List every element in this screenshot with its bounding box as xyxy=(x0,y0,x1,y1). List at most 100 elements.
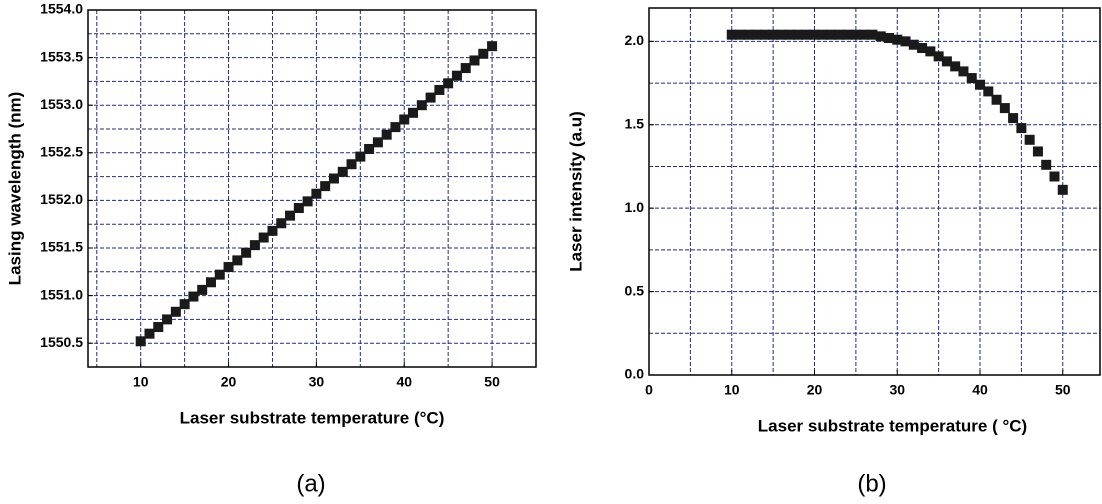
marker xyxy=(883,33,894,44)
marker xyxy=(434,84,445,95)
marker xyxy=(751,29,762,40)
marker xyxy=(337,166,348,177)
marker xyxy=(232,255,243,266)
marker xyxy=(759,29,770,40)
y-tick-label: 0.5 xyxy=(625,282,645,298)
marker xyxy=(784,29,795,40)
marker xyxy=(850,29,861,40)
marker xyxy=(205,277,216,288)
marker xyxy=(188,291,199,302)
marker xyxy=(179,299,190,310)
marker xyxy=(941,56,952,67)
y-tick-label: 1.5 xyxy=(625,115,645,131)
marker xyxy=(950,61,961,72)
marker xyxy=(999,103,1010,114)
marker xyxy=(826,29,837,40)
x-tick-label: 50 xyxy=(484,374,500,390)
marker xyxy=(293,203,304,214)
marker xyxy=(925,46,936,57)
marker xyxy=(735,29,746,40)
marker xyxy=(443,78,454,89)
marker xyxy=(416,100,427,111)
marker xyxy=(1016,123,1027,134)
marker xyxy=(241,247,252,258)
x-tick-label: 20 xyxy=(807,382,823,398)
marker xyxy=(249,240,260,251)
marker xyxy=(170,306,181,317)
marker xyxy=(817,29,828,40)
marker xyxy=(983,86,994,97)
y-tick-label: 1554.0 xyxy=(40,1,83,17)
marker xyxy=(223,262,234,273)
x-axis-label: Laser substrate temperature ( °C) xyxy=(758,416,1027,435)
x-tick-label: 40 xyxy=(396,374,412,390)
y-tick-label: 1553.0 xyxy=(40,96,83,112)
marker xyxy=(285,210,296,221)
marker xyxy=(425,92,436,103)
marker xyxy=(197,284,208,295)
y-tick-label: 1551.5 xyxy=(40,239,83,255)
marker xyxy=(908,39,919,50)
y-tick-label: 1552.0 xyxy=(40,191,83,207)
marker xyxy=(381,129,392,140)
marker xyxy=(966,73,977,84)
marker xyxy=(153,322,164,333)
x-tick-label: 10 xyxy=(724,382,740,398)
marker xyxy=(1008,113,1019,124)
x-tick-label: 40 xyxy=(972,382,988,398)
x-tick-label: 50 xyxy=(1055,382,1071,398)
marker xyxy=(975,79,986,90)
marker xyxy=(487,41,498,52)
marker xyxy=(276,218,287,229)
marker xyxy=(991,94,1002,105)
marker xyxy=(162,314,173,325)
marker xyxy=(364,143,375,154)
marker xyxy=(743,29,754,40)
y-axis-label: Lasing wavelength (nm) xyxy=(5,92,24,286)
plot-frame xyxy=(87,9,537,368)
x-axis-label: Laser substrate temperature (°C) xyxy=(180,408,445,427)
marker xyxy=(1024,134,1035,145)
marker xyxy=(302,196,313,207)
x-tick-label: 0 xyxy=(645,382,653,398)
marker xyxy=(258,232,269,243)
caption: (a) xyxy=(296,470,325,497)
marker xyxy=(1049,171,1060,182)
marker xyxy=(801,29,812,40)
marker xyxy=(399,114,410,125)
marker xyxy=(834,29,845,40)
marker xyxy=(875,31,886,42)
caption: (b) xyxy=(857,470,886,497)
marker xyxy=(469,55,480,66)
marker xyxy=(214,269,225,280)
marker xyxy=(809,29,820,40)
y-tick-label: 2.0 xyxy=(625,32,645,48)
marker xyxy=(792,29,803,40)
marker xyxy=(346,159,357,170)
marker xyxy=(267,225,278,236)
marker xyxy=(478,48,489,59)
marker xyxy=(144,328,155,339)
marker xyxy=(892,34,903,45)
x-tick-label: 10 xyxy=(133,374,149,390)
marker xyxy=(917,43,928,54)
marker xyxy=(842,29,853,40)
marker xyxy=(1057,184,1068,195)
y-tick-label: 1551.0 xyxy=(40,286,83,302)
marker xyxy=(726,29,737,40)
marker xyxy=(958,66,969,77)
y-tick-label: 1550.5 xyxy=(40,334,83,350)
marker xyxy=(390,122,401,133)
marker xyxy=(451,70,462,81)
marker xyxy=(372,137,383,148)
marker xyxy=(768,29,779,40)
marker xyxy=(776,29,787,40)
y-tick-label: 1.0 xyxy=(625,199,645,215)
marker xyxy=(859,29,870,40)
marker xyxy=(355,151,366,162)
marker xyxy=(1041,159,1052,170)
y-tick-label: 1552.5 xyxy=(40,144,83,160)
marker xyxy=(408,107,419,118)
marker xyxy=(933,51,944,62)
